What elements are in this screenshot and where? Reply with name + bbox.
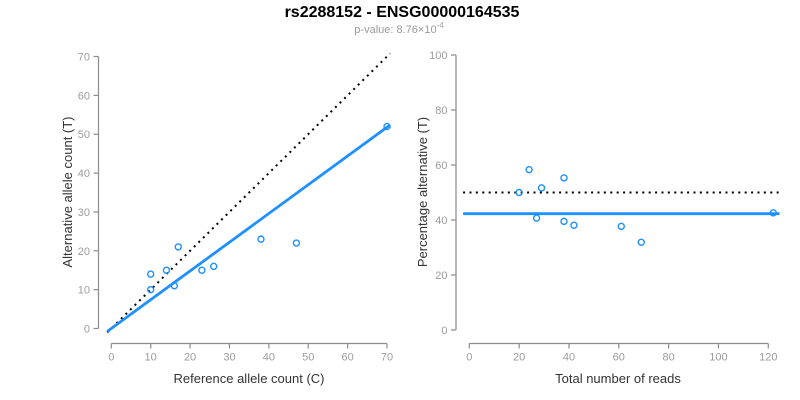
figure-title: rs2288152 - ENSG00000164535: [285, 4, 520, 21]
data-point: [525, 165, 533, 174]
x-tick-label: 50: [302, 352, 314, 364]
x-tick-label: 0: [466, 352, 472, 364]
data-point: [174, 243, 182, 251]
right-y-axis-title: Percentage alternative (T): [415, 117, 430, 267]
data-point: [560, 217, 568, 226]
x-tick-label: 120: [759, 352, 777, 364]
observed-ratio-line: [106, 123, 391, 333]
y-tick-label: 50: [78, 129, 90, 141]
y-tick-label: 80: [435, 105, 447, 117]
left-y-axis-title: Alternative allele count (T): [60, 116, 75, 267]
left-x-axis-title: Reference allele count (C): [173, 371, 324, 386]
data-point: [537, 184, 546, 192]
x-tick-label: 0: [108, 352, 114, 364]
percentage-alternative-scatter-plot: 0 20 40 60 80 100 0 20 40 60 80 100 120: [429, 50, 780, 364]
x-tick-label: 60: [613, 352, 625, 364]
right-x-axis-title: Total number of reads: [555, 371, 681, 386]
expected-ratio-line: [106, 52, 391, 334]
data-point: [617, 222, 625, 231]
x-tick-label: 10: [145, 352, 157, 364]
data-point: [210, 262, 218, 271]
data-point: [162, 266, 171, 274]
y-tick-label: 30: [78, 207, 90, 219]
y-tick-label: 70: [78, 52, 90, 64]
y-tick-label: 10: [78, 285, 90, 297]
y-tick-label: 20: [435, 270, 447, 282]
data-point: [570, 221, 578, 229]
data-point: [170, 282, 179, 290]
data-point: [146, 270, 155, 278]
y-tick-label: 0: [441, 325, 447, 337]
data-point: [257, 235, 265, 243]
x-tick-label: 70: [381, 352, 393, 364]
data-point: [292, 239, 301, 247]
x-tick-label: 40: [563, 352, 575, 364]
x-tick-label: 100: [709, 352, 727, 364]
x-tick-label: 30: [223, 352, 235, 364]
data-point: [146, 285, 155, 294]
data-point: [532, 214, 541, 222]
y-tick-label: 60: [435, 160, 447, 172]
y-tick-label: 40: [435, 215, 447, 227]
allele-count-scatter-plot: 0 10 20 30 40 50 60 70 0 10 20 30 40 50 60 70: [78, 52, 393, 364]
y-tick-label: 100: [429, 50, 447, 62]
x-tick-label: 20: [513, 352, 525, 364]
figure-p-value: p-value: 8.76×10-4: [354, 21, 444, 36]
y-tick-label: 0: [84, 324, 90, 336]
data-point: [560, 174, 568, 182]
data-point: [198, 266, 206, 274]
p-value-exponent: -4: [437, 21, 445, 30]
p-value-base: p-value: 8.76×10: [354, 24, 436, 36]
x-tick-label: 20: [184, 352, 196, 364]
y-tick-label: 20: [78, 246, 90, 258]
data-point: [769, 209, 777, 217]
data-point: [515, 188, 523, 197]
y-tick-label: 60: [78, 90, 90, 102]
x-tick-label: 60: [341, 352, 353, 364]
y-tick-label: 40: [78, 168, 90, 180]
data-point: [637, 238, 645, 246]
x-tick-label: 80: [663, 352, 675, 364]
x-tick-label: 40: [263, 352, 275, 364]
data-point: [383, 122, 391, 131]
